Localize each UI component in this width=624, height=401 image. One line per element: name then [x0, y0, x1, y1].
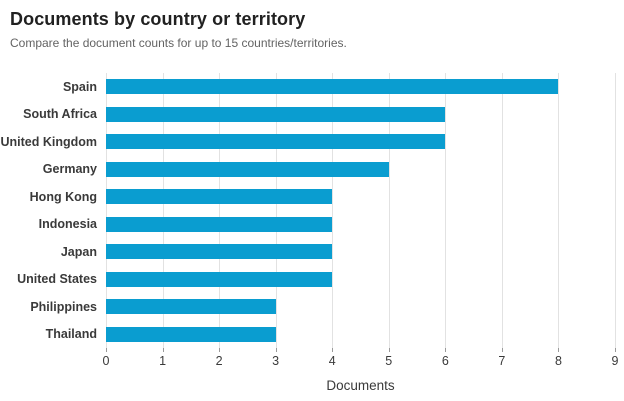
gridline: [219, 73, 221, 348]
bar-united-kingdom[interactable]: [106, 134, 446, 150]
x-tick-label: 0: [102, 354, 110, 368]
bar-row: Hong Kong: [30, 183, 615, 211]
bar-japan[interactable]: [106, 244, 333, 260]
x-tick-label: 7: [498, 354, 506, 368]
bars-layer: Spain South Africa United Kingdom Germany Ho…: [0, 73, 615, 349]
category-label: United Kingdom: [0, 134, 97, 149]
bar-germany[interactable]: [106, 161, 389, 177]
bar-philippines[interactable]: [106, 299, 276, 315]
x-tick-label: 9: [611, 354, 619, 368]
plot-area: Spain South Africa United Kingdom Germany Ho…: [0, 73, 616, 349]
x-tick-label: 2: [215, 354, 223, 368]
bar-hong-kong[interactable]: [106, 189, 333, 205]
bar-row: Japan: [61, 238, 615, 266]
gridline: [388, 73, 390, 348]
bar-row: Germany: [43, 156, 615, 184]
bar-thailand[interactable]: [106, 326, 276, 342]
category-label: Philippines: [30, 299, 97, 314]
bar-indonesia[interactable]: [106, 216, 333, 232]
x-tick-mark: [501, 348, 503, 352]
x-tick-label: 6: [441, 354, 449, 368]
bar-row: Spain: [63, 73, 615, 101]
x-tick-label: 3: [272, 354, 280, 368]
x-tick-mark: [445, 348, 447, 352]
bar-row: South Africa: [23, 101, 615, 129]
gridline: [501, 73, 503, 348]
x-tick-mark: [388, 348, 390, 352]
gridline: [275, 73, 277, 348]
x-tick-mark: [615, 348, 616, 352]
category-label: Japan: [60, 244, 97, 259]
x-tick-label: 4: [328, 354, 336, 368]
bar-row: Thailand: [46, 321, 615, 349]
x-tick-mark: [106, 348, 107, 352]
bar-row: United Kingdom: [0, 128, 615, 156]
category-label: Spain: [62, 79, 97, 94]
bar-row: Philippines: [30, 293, 615, 321]
gridline: [332, 73, 334, 348]
bar-row: Indonesia: [39, 211, 615, 239]
chart-subtitle: Compare the document counts for up to 15…: [10, 36, 347, 50]
x-tick-mark: [162, 348, 164, 352]
x-tick-label: 5: [385, 354, 393, 368]
documents-by-country-chart: Spain South Africa United Kingdom Germany Ho…: [0, 73, 618, 393]
category-label: Indonesia: [38, 217, 97, 232]
category-label: Germany: [42, 162, 97, 177]
gridline: [615, 73, 616, 348]
bar-spain[interactable]: [106, 79, 559, 95]
x-axis: 0 1 2 3 4 5 6 7 8 9: [102, 348, 618, 371]
x-tick-mark: [275, 348, 277, 352]
bar-row: United States: [17, 266, 615, 294]
x-axis-title: Documents: [326, 378, 395, 393]
x-tick-label: 1: [159, 354, 167, 368]
gridline: [162, 73, 164, 348]
x-tick-mark: [558, 348, 560, 352]
chart-header: Documents by country or territory Compar…: [0, 0, 624, 50]
gridline: [558, 73, 560, 348]
category-label: Hong Kong: [29, 189, 97, 204]
gridline: [106, 73, 107, 348]
category-label: United States: [17, 272, 97, 287]
x-tick-mark: [332, 348, 334, 352]
category-label: South Africa: [23, 107, 97, 122]
category-label: Thailand: [45, 327, 97, 342]
chart-title: Documents by country or territory: [10, 9, 306, 29]
x-tick-mark: [219, 348, 221, 352]
bar-united-states[interactable]: [106, 271, 333, 287]
gridline: [445, 73, 447, 348]
x-tick-label: 8: [554, 354, 562, 368]
bar-south-africa[interactable]: [106, 106, 446, 122]
